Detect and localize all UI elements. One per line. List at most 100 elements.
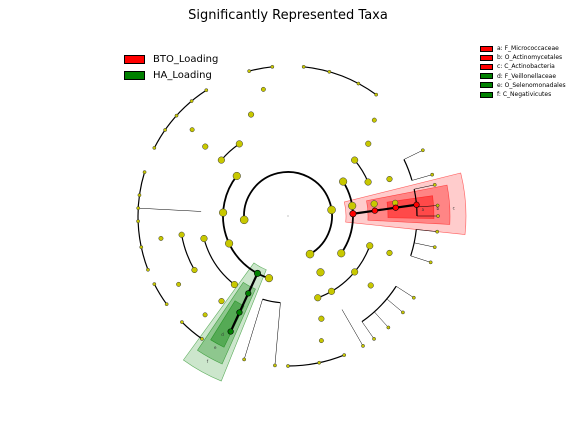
tree-arc — [153, 283, 168, 305]
leaf-node — [386, 325, 391, 330]
clade-legend-entry-a: a: F_Micrococcaceae — [480, 44, 566, 53]
clade-letter-f: f — [207, 359, 209, 364]
ha-clade-node — [245, 290, 252, 297]
tree-node — [260, 86, 266, 92]
ha-clade-node — [227, 328, 234, 335]
tree-node — [158, 235, 164, 241]
tree-node — [202, 312, 208, 318]
tree-node — [316, 268, 325, 277]
leaf-node — [435, 229, 440, 234]
tree-node — [235, 140, 243, 148]
clade-legend-label-f: f: C_Negativicutes — [497, 91, 552, 99]
clade-letter-d: d — [221, 332, 224, 337]
tree-node — [217, 156, 225, 164]
tree-node — [178, 231, 185, 238]
tree-node — [202, 143, 209, 150]
tree-arc — [262, 298, 281, 304]
tree-arc — [340, 181, 354, 254]
clade-letter-b: b — [437, 206, 440, 211]
tree-node — [365, 140, 372, 147]
leaf-node — [164, 302, 169, 307]
leaf-node — [180, 320, 184, 324]
leaf-node — [327, 69, 332, 74]
leaf-node — [136, 219, 140, 224]
tree-arc — [354, 159, 369, 183]
clade-letter-c: c — [453, 205, 455, 210]
legend-swatch-bto — [124, 54, 145, 64]
legend-label-bto: BTO_Loading — [153, 53, 219, 65]
tree-node — [370, 200, 378, 208]
chart-title: Significantly Represented Taxa — [188, 8, 388, 23]
tree-leaf-branch — [374, 311, 389, 328]
root-node — [287, 215, 289, 217]
leaf-node — [372, 337, 376, 341]
tree-leaf-branch — [414, 184, 435, 190]
leaf-node — [420, 148, 425, 153]
tree-node — [386, 249, 393, 256]
tree-node — [225, 239, 234, 248]
leaf-node — [428, 260, 433, 265]
legend-label-ha: HA_Loading — [153, 69, 212, 81]
tree-arc — [181, 321, 203, 340]
clade-legend-label-b: b: O_Actinomycetales — [497, 54, 563, 62]
tree-node — [219, 208, 228, 217]
leaf-node — [361, 344, 365, 348]
tree-node — [200, 234, 208, 243]
tree-node — [189, 127, 195, 133]
tree-leaf-branch — [361, 321, 375, 340]
clade-swatch-f — [480, 91, 493, 98]
leaf-node — [152, 282, 157, 286]
tree-node — [264, 274, 274, 283]
leaf-node — [432, 182, 437, 187]
leaf-node — [435, 203, 440, 208]
tree-node — [337, 249, 346, 258]
tree-arc — [222, 175, 270, 280]
bto-clade-node — [392, 204, 399, 211]
tree-leaf-branch — [416, 205, 438, 208]
leaf-node — [286, 364, 290, 368]
clade-legend-entry-b: b: O_Actinomycetales — [480, 53, 566, 62]
tree-leaf-branch — [274, 302, 281, 366]
clade-legend-label-d: d: F_Veillonellaceae — [497, 72, 557, 80]
clade-swatch-d — [480, 73, 493, 80]
tree-arc — [181, 234, 195, 271]
bto-clade-node — [413, 201, 420, 208]
leaf-node — [401, 310, 405, 315]
leaf-node — [200, 337, 204, 341]
tree-node — [318, 315, 325, 322]
tree-leaf-branch — [386, 298, 404, 313]
leaf-node — [139, 245, 144, 250]
tree-arc — [287, 354, 345, 367]
tree-arc — [410, 229, 417, 257]
clade-letter-e: e — [214, 345, 217, 350]
tree-node — [176, 281, 182, 287]
tree-node — [339, 177, 348, 186]
clade-swatch-c — [480, 63, 493, 70]
ha-clade-node — [253, 269, 261, 277]
tree-leaf-branch — [396, 286, 414, 298]
leaf-node — [137, 193, 142, 197]
tree-leaf-branch — [416, 229, 438, 232]
leaf-node — [242, 357, 246, 362]
clade-swatch-a — [480, 45, 493, 52]
leaf-node — [301, 64, 306, 69]
tree-node — [351, 268, 359, 276]
clade-legend-label-a: a: F_Micrococcaceae — [497, 45, 559, 53]
clade-highlight-wedge — [196, 281, 256, 365]
tree-leaf-branch — [414, 242, 435, 248]
clade-swatch-b — [480, 54, 493, 61]
tree-node — [230, 281, 238, 289]
leaf-node — [204, 88, 209, 93]
leaf-node — [270, 64, 275, 69]
clade-letter-a: a — [422, 207, 425, 212]
tree-arc — [203, 238, 235, 286]
tree-node — [248, 111, 255, 118]
tree-arc — [220, 143, 240, 161]
leaf-node — [174, 113, 179, 118]
tree-arc — [249, 66, 273, 72]
leaf-node — [247, 69, 252, 73]
tree-node — [232, 171, 241, 181]
leaf-node — [136, 206, 141, 210]
